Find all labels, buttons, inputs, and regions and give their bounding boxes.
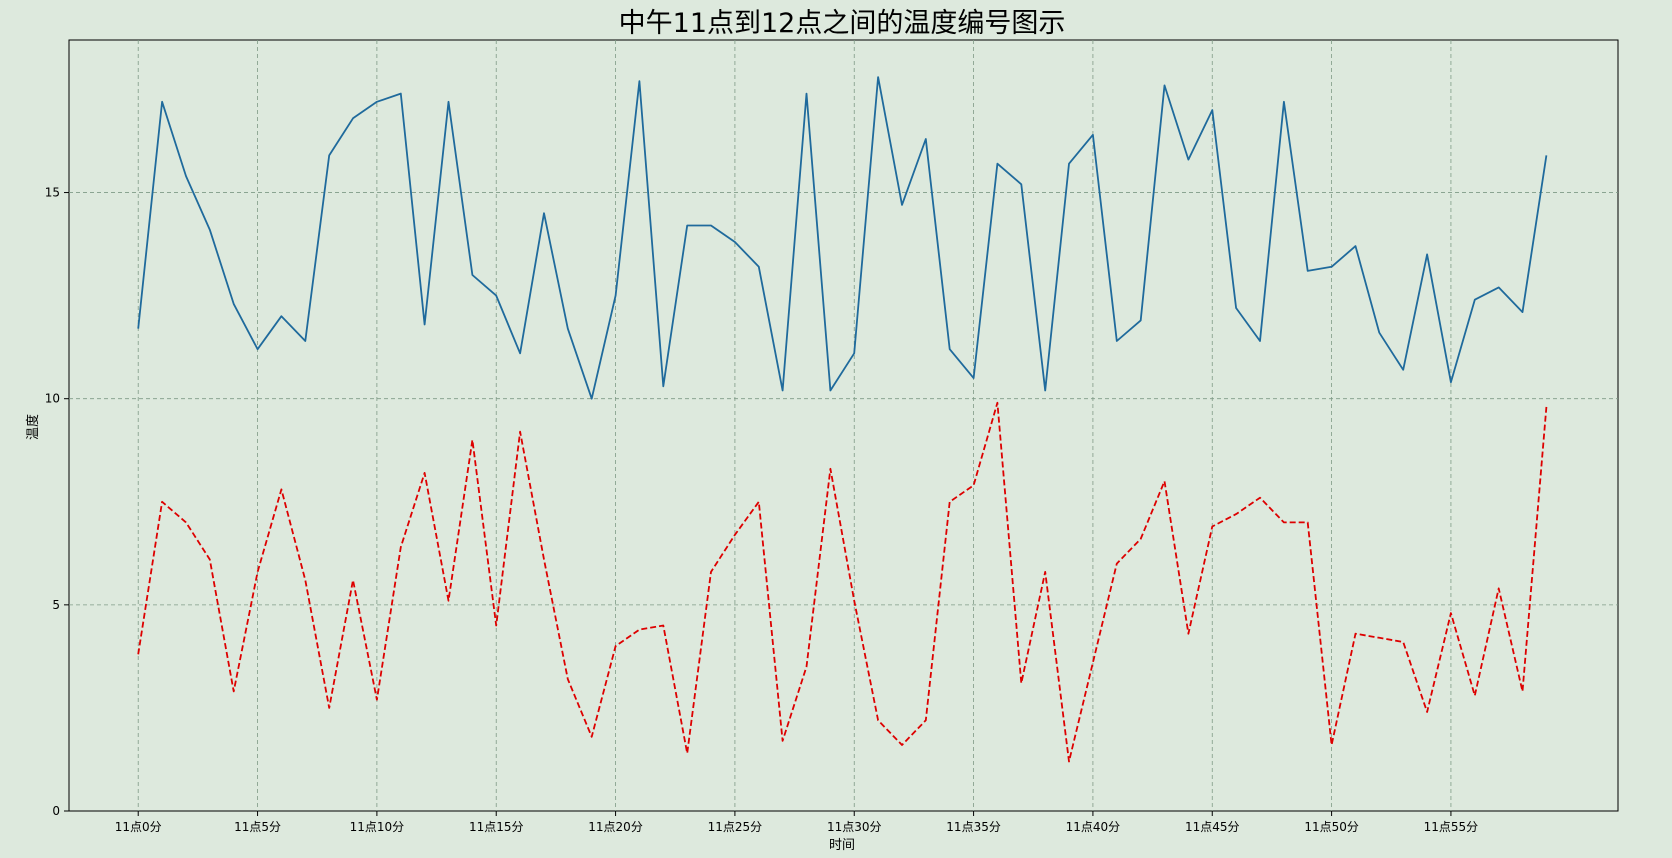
x-tick-label: 11点50分 — [1304, 820, 1359, 834]
grid-lines — [69, 40, 1618, 811]
series-line-2 — [137, 401, 1548, 763]
x-tick-label: 11点45分 — [1185, 820, 1240, 834]
x-tick-label: 11点10分 — [350, 820, 405, 834]
x-tick-label: 11点15分 — [469, 820, 524, 834]
x-tick-label: 11点25分 — [708, 820, 763, 834]
x-tick-label: 11点40分 — [1066, 820, 1121, 834]
series-line-1 — [137, 76, 1548, 400]
plot-area — [68, 39, 1619, 812]
y-axis-title: 温度 — [25, 414, 41, 440]
x-tick-label: 11点35分 — [946, 820, 1001, 834]
x-tick-label: 11点0分 — [115, 820, 162, 834]
x-tick-label: 11点55分 — [1424, 820, 1479, 834]
x-tick-label: 11点5分 — [234, 820, 281, 834]
y-tick-label: 10 — [45, 392, 60, 406]
chart-title: 中午11点到12点之间的温度编号图示 — [619, 8, 1066, 39]
y-tick-label: 15 — [45, 186, 60, 200]
y-tick-label: 0 — [52, 804, 60, 818]
y-tick-label: 5 — [52, 598, 60, 612]
axis-ticks: 11点0分 11点5分 11点10分 11点15分 11点20分 11点25分 11点30分… — [45, 186, 1478, 834]
x-tick-label: 11点30分 — [827, 820, 882, 834]
series-lines — [137, 76, 1548, 763]
x-tick-label: 11点20分 — [588, 820, 643, 834]
x-axis-title: 时间 — [829, 838, 855, 853]
